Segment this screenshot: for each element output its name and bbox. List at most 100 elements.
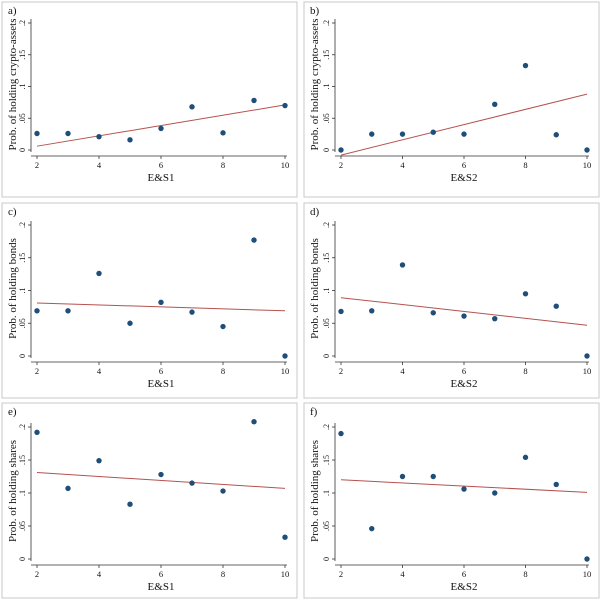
scatter-point — [34, 308, 40, 314]
panel-label: c) — [8, 206, 17, 218]
x-tick-label: 6 — [462, 160, 466, 170]
x-axis-label: E&S1 — [148, 172, 175, 184]
scatter-point — [584, 147, 590, 153]
scatter-point — [522, 291, 529, 297]
scatter-point — [461, 313, 467, 319]
x-tick-label: 2 — [35, 160, 39, 170]
y-tick-label: .15 — [18, 455, 27, 465]
y-tick-label: .2 — [322, 222, 331, 228]
scatter-point — [189, 480, 195, 486]
y-tick-label: 0 — [322, 557, 331, 561]
y-tick-label: 0 — [18, 557, 27, 561]
scatter-point — [338, 430, 344, 437]
scatter-point — [282, 353, 288, 359]
scatter-point — [251, 237, 257, 243]
scatter-point — [584, 556, 590, 562]
scatter-point — [96, 133, 102, 140]
y-tick-label: 0 — [18, 148, 27, 152]
x-tick-label: 6 — [462, 569, 466, 579]
y-tick-label: .15 — [322, 455, 331, 465]
scatter-point — [65, 308, 71, 314]
scatter-point — [553, 132, 559, 138]
y-axis-label: Prob. of holding bonds — [309, 238, 321, 339]
scatter-point — [220, 488, 226, 494]
scatter-point — [553, 303, 559, 309]
panel-label: a) — [8, 5, 17, 17]
x-tick-label: 2 — [339, 569, 343, 579]
scatter-point — [158, 299, 164, 305]
x-axis-label: E&S2 — [451, 172, 478, 184]
y-axis-label: Prob. of holding crypto-assets — [309, 19, 321, 151]
scatter-point — [282, 534, 288, 540]
scatter-point — [220, 130, 226, 136]
scatter-point — [65, 130, 71, 137]
y-axis-label: Prob. of holding bonds — [7, 238, 19, 339]
scatter-point — [127, 137, 133, 143]
chart-panel: 0 .05 .1 .15 .2 2 4 6 8 10 E&S2 Prob. of holding bo… — [303, 202, 600, 399]
scatter-point — [492, 490, 498, 496]
x-tick-label: 10 — [281, 160, 290, 170]
scatter-point — [65, 485, 71, 492]
chart-panel: 0 .05 .1 .15 .2 2 4 6 8 10 E&S2 Prob. of holding cr… — [303, 1, 600, 198]
scatter-point — [369, 131, 375, 137]
scatter-point — [369, 308, 375, 314]
x-axis-label: E&S2 — [451, 378, 478, 390]
chart-panel: 0 .05 .1 .15 .2 2 4 6 8 10 E&S1 Prob. of holding cr… — [1, 1, 298, 198]
y-tick-label: .1 — [18, 490, 27, 496]
fit-line — [36, 472, 286, 489]
scatter-point — [399, 262, 406, 268]
x-tick-label: 10 — [583, 569, 592, 579]
y-tick-label: .15 — [322, 50, 331, 60]
chart-panel: 0 .05 .1 .15 .2 2 4 6 8 10 E&S1 Prob. of holding sh… — [1, 402, 298, 599]
x-tick-label: 6 — [462, 366, 466, 376]
y-tick-label: .1 — [322, 288, 331, 294]
x-tick-label: 8 — [221, 160, 225, 170]
y-tick-label: .05 — [18, 113, 27, 123]
scatter-point — [282, 102, 288, 109]
scatter-point — [369, 525, 375, 532]
x-tick-label: 2 — [35, 366, 39, 376]
fit-line — [36, 302, 286, 312]
y-tick-label: .05 — [322, 521, 331, 531]
fit-line — [340, 93, 588, 156]
scatter-point — [461, 131, 467, 137]
x-tick-label: 10 — [583, 160, 592, 170]
panel-label: f) — [310, 406, 318, 418]
panel-label: e) — [8, 406, 17, 418]
y-tick-label: .2 — [18, 222, 27, 228]
fit-line — [340, 479, 588, 493]
y-tick-label: .1 — [322, 84, 331, 90]
x-tick-label: 2 — [339, 160, 343, 170]
scatter-point — [399, 131, 406, 137]
scatter-point — [553, 481, 559, 488]
panel-frame — [303, 1, 600, 198]
scatter-point — [251, 97, 257, 104]
scatter-point — [584, 353, 590, 359]
x-axis-label: E&S1 — [148, 581, 175, 593]
panel-frame — [1, 202, 298, 399]
scatter-point — [220, 323, 226, 330]
y-axis-label: Prob. of holding crypto-assets — [7, 19, 19, 151]
panel-frame — [303, 402, 600, 599]
y-tick-label: .15 — [18, 50, 27, 60]
panel-label: b) — [310, 5, 320, 17]
panel-frame — [1, 1, 298, 198]
y-tick-label: .1 — [18, 84, 27, 90]
scatter-point — [430, 310, 436, 316]
scatter-point — [189, 309, 195, 315]
y-tick-label: .1 — [18, 288, 27, 294]
y-tick-label: 0 — [18, 354, 27, 358]
x-tick-label: 8 — [523, 160, 527, 170]
x-tick-label: 4 — [97, 160, 102, 170]
chart-panel: 0 .05 .1 .15 .2 2 4 6 8 10 E&S1 Prob. of holding bo… — [1, 202, 298, 399]
x-tick-label: 6 — [159, 366, 163, 376]
x-tick-label: 8 — [523, 569, 527, 579]
x-tick-label: 6 — [159, 160, 163, 170]
scatter-point — [96, 270, 102, 277]
scatter-point — [158, 471, 164, 478]
chart-panel: 0 .05 .1 .15 .2 2 4 6 8 10 E&S2 Prob. of holding sh… — [303, 402, 600, 599]
x-tick-label: 8 — [221, 366, 225, 376]
x-tick-label: 10 — [583, 366, 592, 376]
y-tick-label: .15 — [18, 253, 27, 263]
